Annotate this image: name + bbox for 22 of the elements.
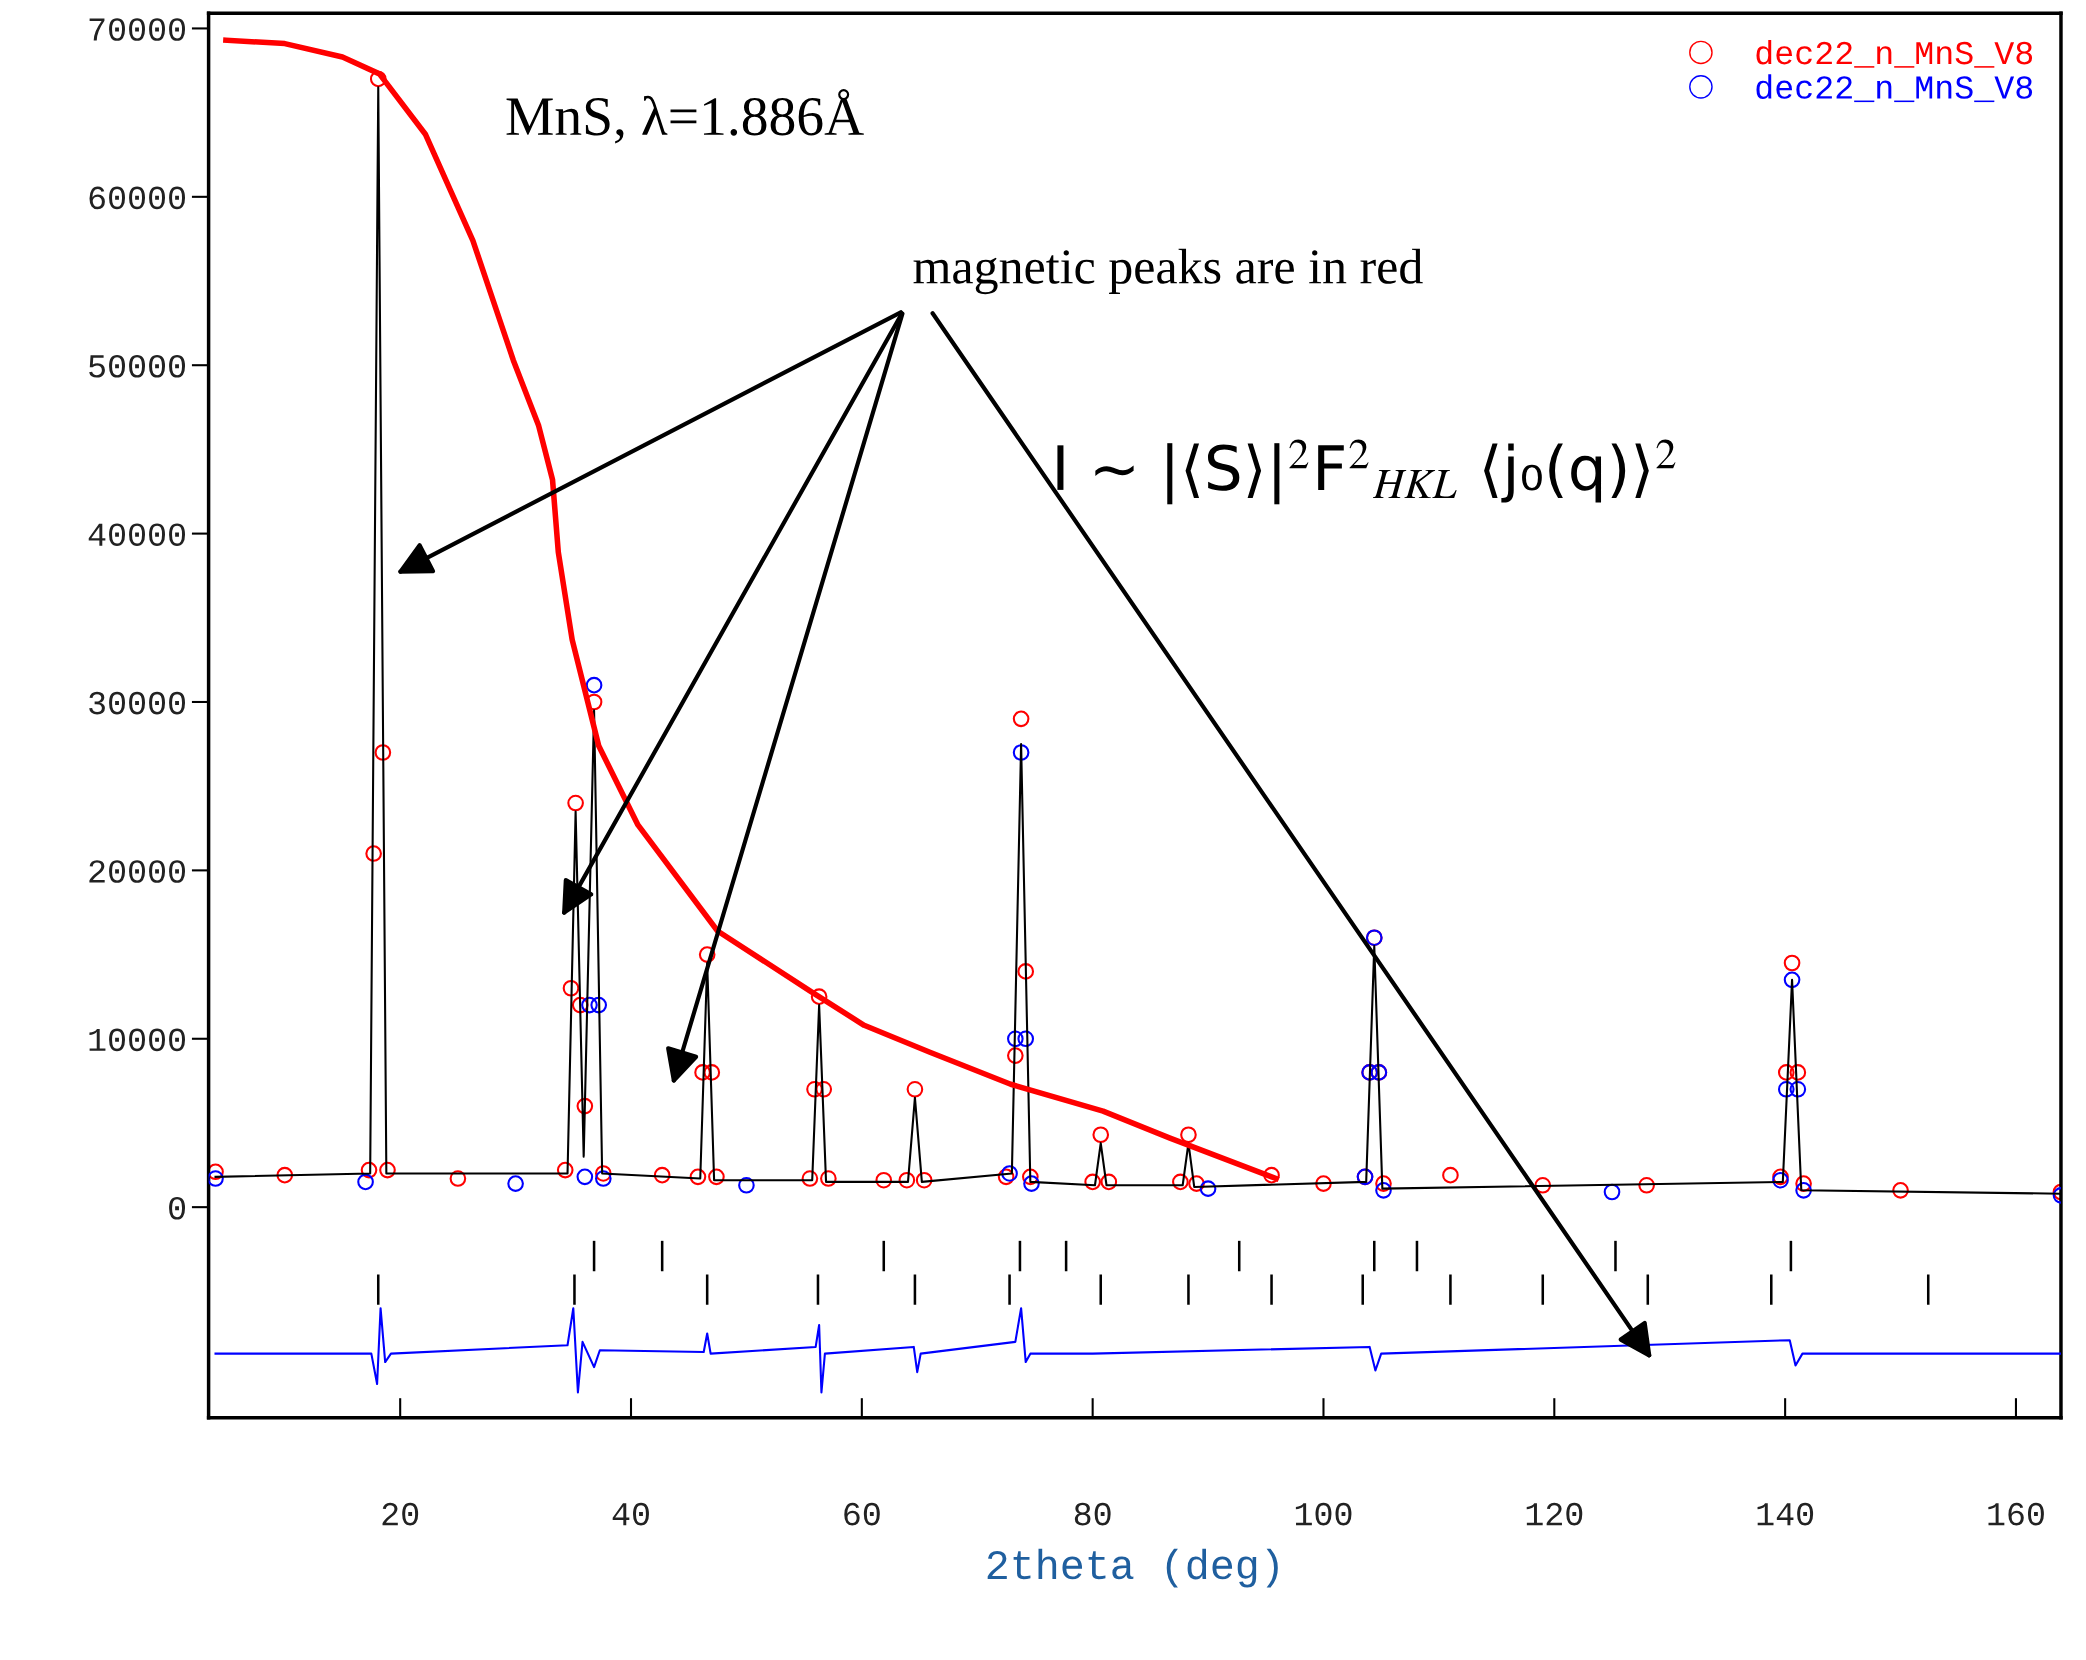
y-tick-label: 0 <box>169 1196 186 1220</box>
annotation: I ~ |⟨S⟩|$^{2}$F$^{2}$$_{HKL}$ ⟨j₀(q)⟩$^{2}$ <box>1057 439 1676 505</box>
legend-label: dec22_n_MnS_V8 <box>1756 74 2033 103</box>
x-tick-label: 100 <box>1295 1502 1352 1526</box>
annotation: MnS, λ=1.886Å <box>506 89 864 144</box>
x-axis-title: 2theta (deg) <box>987 1548 1278 1588</box>
x-tick-label: 60 <box>844 1502 880 1526</box>
x-tick-label: 160 <box>1988 1502 2044 1526</box>
x-tick-label: 80 <box>1074 1502 1111 1526</box>
x-tick-label: 20 <box>382 1502 419 1526</box>
y-tick-label: 20000 <box>89 860 186 883</box>
y-tick-label: 70000 <box>89 18 186 41</box>
y-tick-label: 10000 <box>89 1028 186 1052</box>
y-tick-label: 40000 <box>88 523 186 547</box>
x-tick-label: 120 <box>1526 1502 1583 1526</box>
x-tick-label: 140 <box>1757 1502 1814 1526</box>
y-tick-label: 60000 <box>89 186 186 210</box>
legend-label: dec22_n_MnS_V8 <box>1756 39 2033 68</box>
x-tick-label: 40 <box>612 1502 649 1526</box>
y-tick-label: 30000 <box>89 691 186 715</box>
annotation: magnetic peaks are in red <box>913 248 1423 295</box>
y-tick-label: 50000 <box>89 354 186 378</box>
